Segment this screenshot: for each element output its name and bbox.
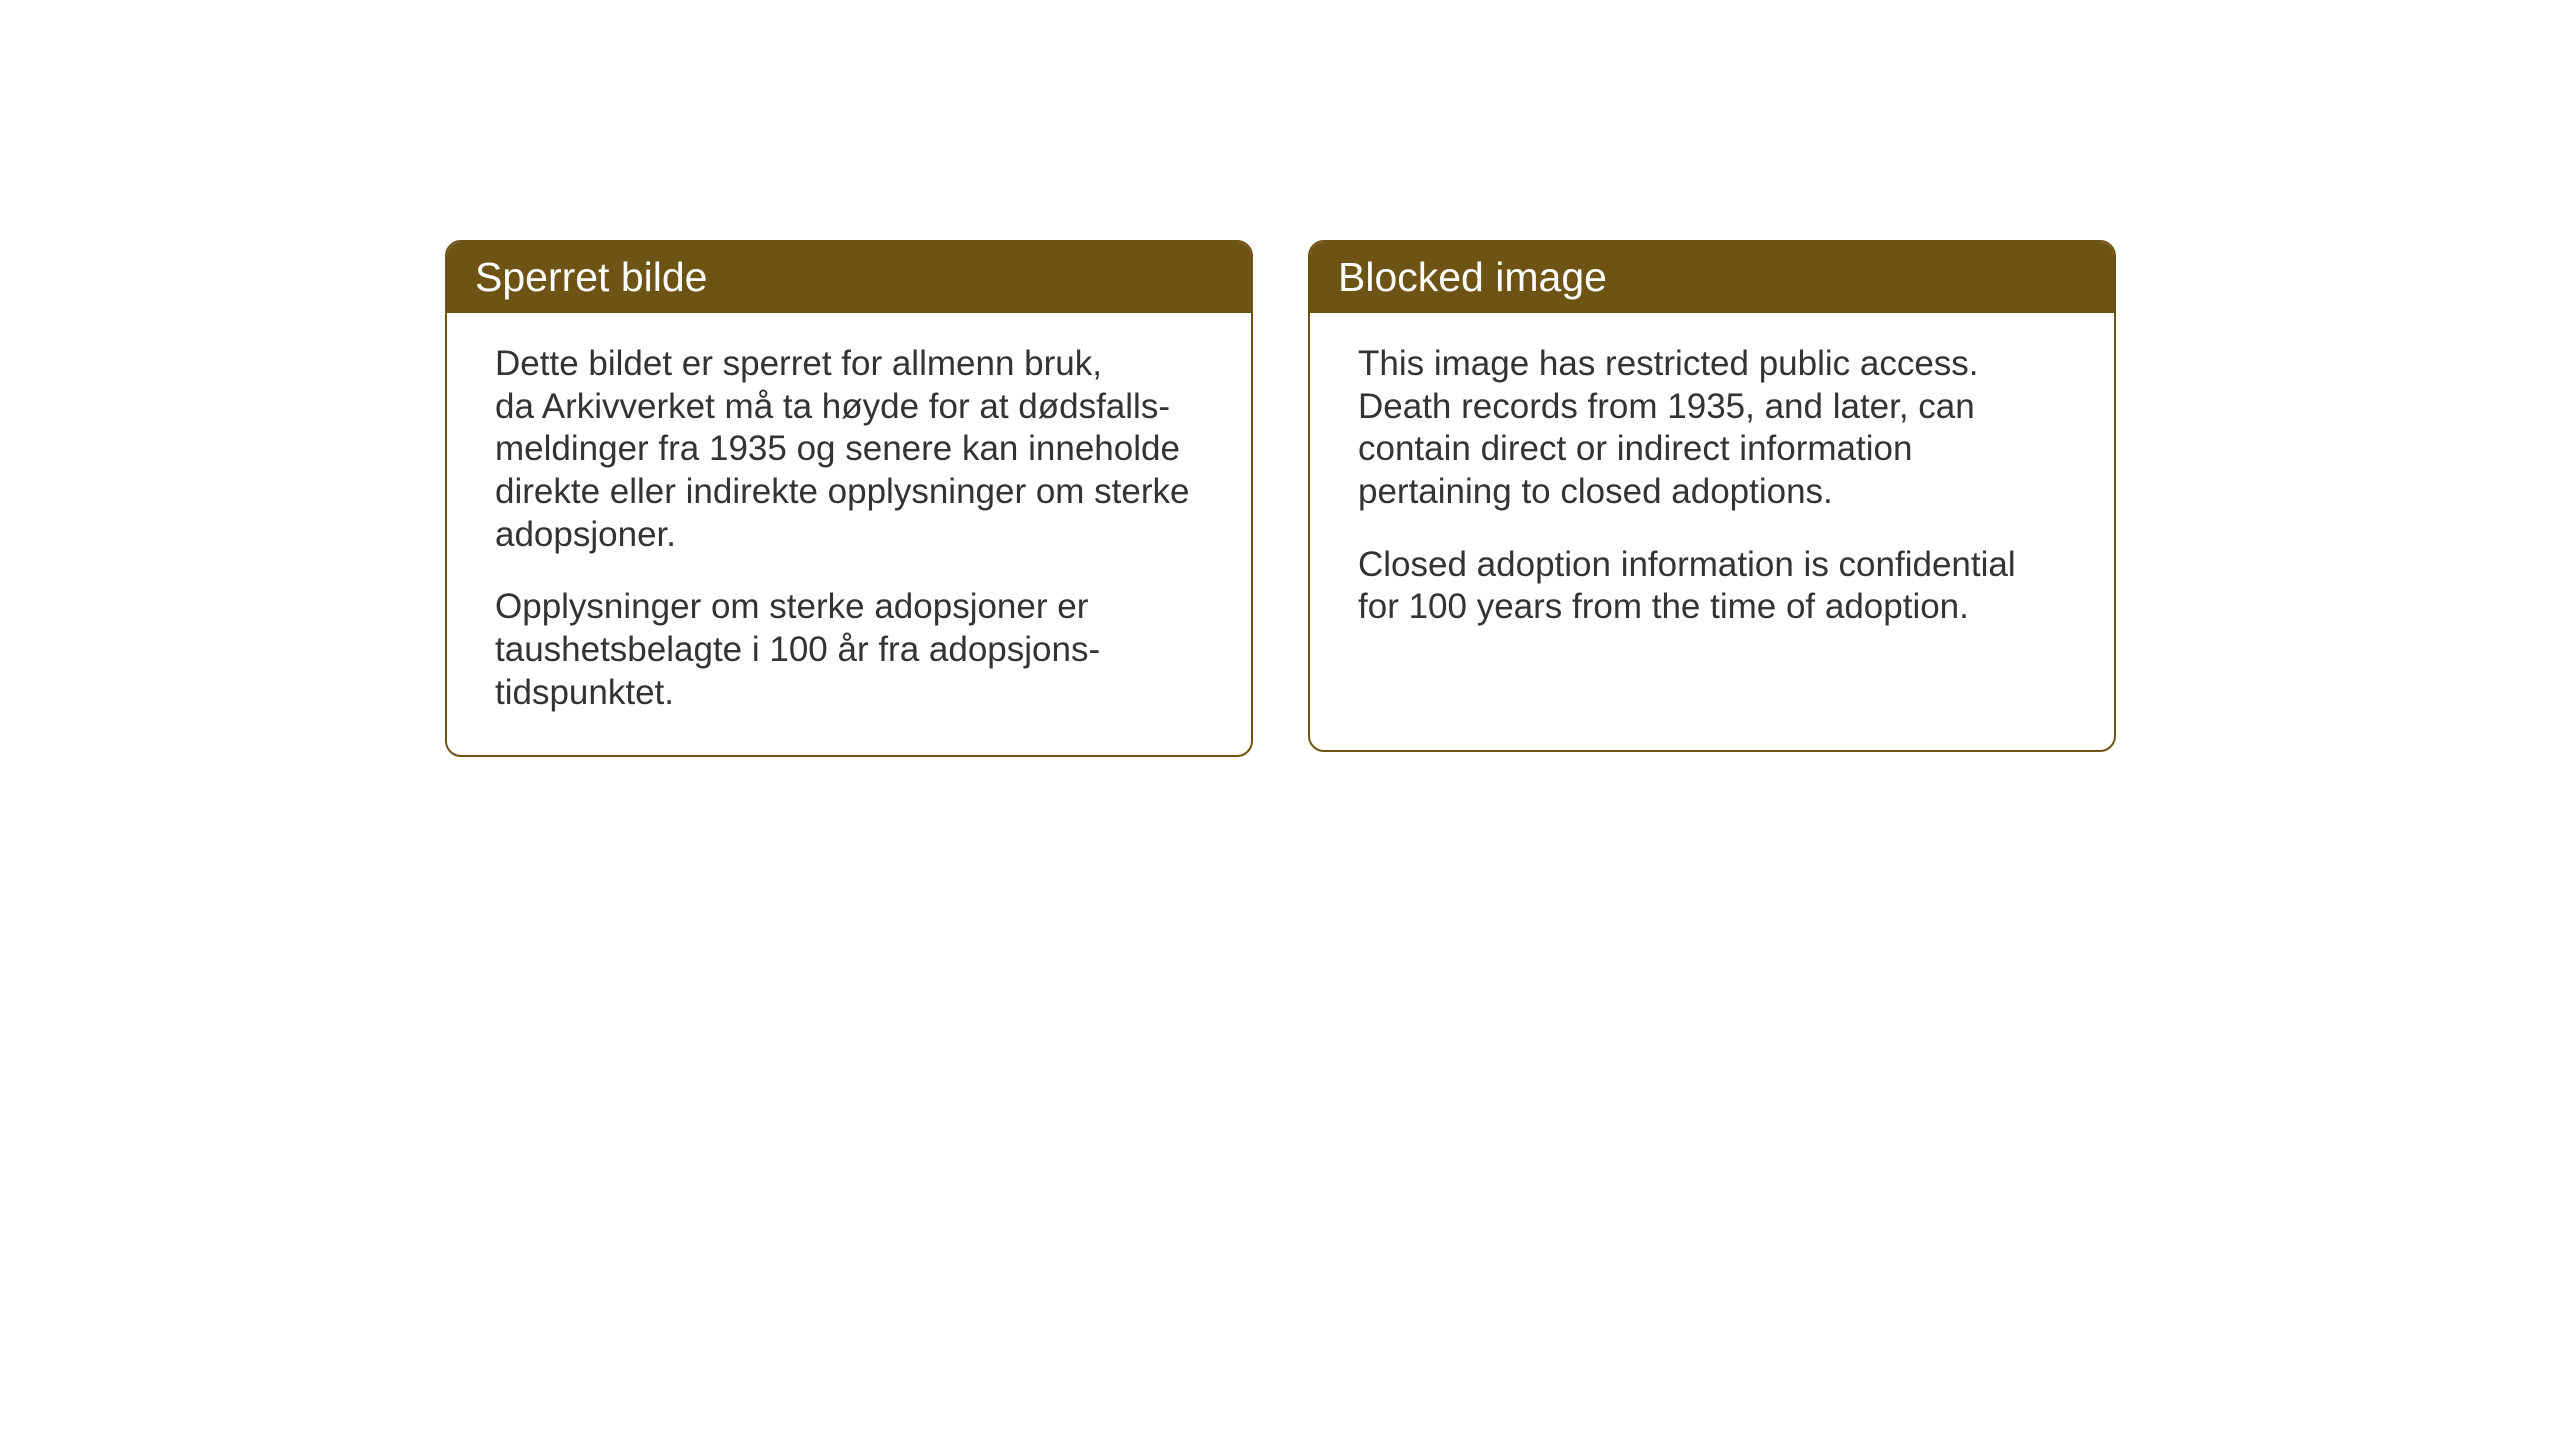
norwegian-paragraph-1: Dette bildet er sperret for allmenn bruk… bbox=[495, 343, 1203, 556]
english-notice-card: Blocked image This image has restricted … bbox=[1308, 240, 2116, 752]
text-line: Opplysninger om sterke adopsjoner er bbox=[495, 587, 1088, 626]
english-card-body: This image has restricted public access.… bbox=[1310, 313, 2114, 669]
norwegian-card-title: Sperret bilde bbox=[447, 242, 1251, 313]
norwegian-notice-card: Sperret bilde Dette bildet er sperret fo… bbox=[445, 240, 1253, 757]
text-line: Dette bildet er sperret for allmenn bruk… bbox=[495, 344, 1102, 383]
text-line: tidspunktet. bbox=[495, 673, 674, 712]
norwegian-paragraph-2: Opplysninger om sterke adopsjoner er tau… bbox=[495, 586, 1203, 714]
text-line: Death records from 1935, and later, can bbox=[1358, 387, 1975, 426]
english-paragraph-1: This image has restricted public access.… bbox=[1358, 343, 2066, 514]
text-line: direkte eller indirekte opplysninger om … bbox=[495, 472, 1190, 511]
english-card-title: Blocked image bbox=[1310, 242, 2114, 313]
text-line: Closed adoption information is confident… bbox=[1358, 545, 2016, 584]
text-line: adopsjoner. bbox=[495, 515, 676, 554]
notice-container: Sperret bilde Dette bildet er sperret fo… bbox=[445, 240, 2116, 757]
english-paragraph-2: Closed adoption information is confident… bbox=[1358, 544, 2066, 629]
text-line: da Arkivverket må ta høyde for at dødsfa… bbox=[495, 387, 1170, 426]
text-line: taushetsbelagte i 100 år fra adopsjons- bbox=[495, 630, 1100, 669]
text-line: This image has restricted public access. bbox=[1358, 344, 1979, 383]
text-line: for 100 years from the time of adoption. bbox=[1358, 587, 1969, 626]
text-line: contain direct or indirect information bbox=[1358, 429, 1912, 468]
text-line: meldinger fra 1935 og senere kan innehol… bbox=[495, 429, 1180, 468]
norwegian-card-body: Dette bildet er sperret for allmenn bruk… bbox=[447, 313, 1251, 755]
text-line: pertaining to closed adoptions. bbox=[1358, 472, 1833, 511]
